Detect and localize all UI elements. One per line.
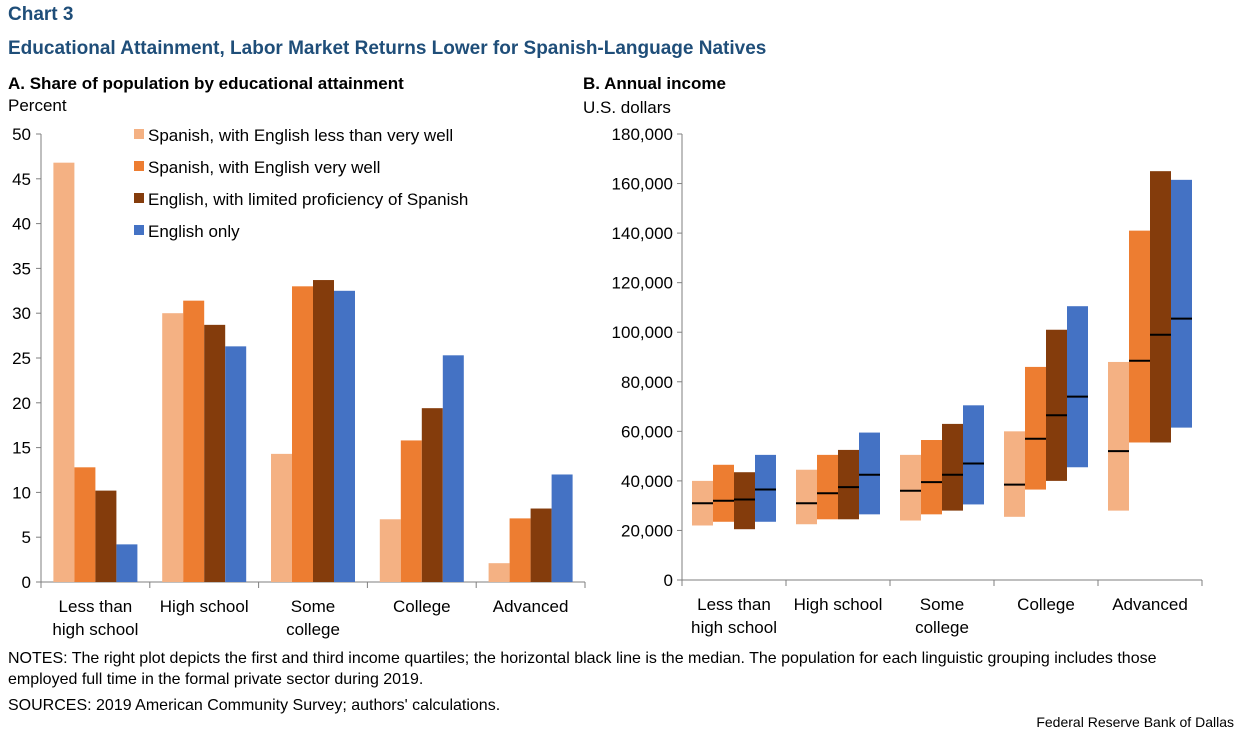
x-category-label: High school (160, 597, 249, 616)
bar (379, 519, 401, 582)
y-tick-label: 20,000 (621, 521, 673, 540)
y-tick-label: 30 (12, 304, 31, 323)
bar (488, 563, 510, 582)
x-category-label: College (1017, 595, 1075, 614)
quartile-bar (921, 440, 942, 515)
y-tick-label: 10 (12, 483, 31, 502)
legend-swatch (134, 225, 144, 235)
y-tick-label: 60,000 (621, 422, 673, 441)
bar (225, 346, 247, 582)
legend-swatch (134, 193, 144, 203)
y-tick-label: 100,000 (612, 323, 673, 342)
quartile-bar (838, 449, 859, 520)
quartile-bar (963, 405, 984, 505)
bar (509, 518, 531, 582)
quartile-bar (900, 454, 921, 521)
footer-credit: Federal Reserve Bank of Dallas (1036, 714, 1234, 730)
y-tick-label: 35 (12, 259, 31, 278)
y-tick-label: 45 (12, 170, 31, 189)
y-tick-label: 0 (664, 571, 673, 590)
y-tick-label: 40,000 (621, 472, 673, 491)
y-tick-label: 40 (12, 215, 31, 234)
bar (271, 453, 292, 582)
bar (162, 313, 184, 582)
bar (530, 508, 552, 582)
x-category-label: High school (794, 595, 883, 614)
x-category-label: college (286, 620, 340, 639)
quartile-bar (713, 464, 734, 522)
legend-label: English only (148, 222, 240, 241)
quartile-bar (1046, 329, 1067, 481)
x-category-label: Less than (697, 595, 771, 614)
y-tick-label: 50 (12, 125, 31, 144)
quartile-bar (1129, 230, 1150, 443)
y-tick-label: 140,000 (612, 224, 673, 243)
quartile-bar (796, 469, 817, 525)
panel-b-unit: U.S. dollars (583, 98, 671, 117)
bar (334, 290, 355, 582)
legend-label: Spanish, with English very well (148, 158, 380, 177)
quartile-bar (859, 432, 880, 515)
x-category-label: high school (52, 620, 138, 639)
x-category-label: Less than (59, 597, 133, 616)
panel-b-income-box-chart: 0 20,000 40,000 60,000 80,000 100,000 120,000 1… (612, 125, 1203, 637)
panel-a-title: A. Share of population by educational at… (8, 74, 404, 93)
legend-label: English, with limited proficiency of Spa… (148, 190, 468, 209)
bar (442, 355, 464, 582)
quartile-bar (734, 472, 755, 530)
y-tick-label: 5 (22, 528, 31, 547)
bar (116, 544, 138, 582)
y-tick-label: 0 (22, 573, 31, 592)
quartile-bar (942, 423, 963, 511)
panel-a-bar-chart: 0 5 10 15 20 25 30 35 40 45 50 Less than high school… (12, 125, 586, 639)
panel-a-unit: Percent (8, 96, 67, 115)
y-tick-label: 160,000 (612, 175, 673, 194)
quartile-bar (817, 454, 838, 520)
page-title: Educational Attainment, Labor Market Ret… (8, 38, 767, 59)
bar (292, 286, 313, 582)
x-category-label: Some (291, 597, 335, 616)
bar (400, 440, 422, 582)
bar (95, 490, 117, 582)
quartile-bar (1025, 366, 1046, 490)
bar (183, 300, 205, 582)
x-category-label: college (915, 618, 969, 637)
y-tick-label: 25 (12, 349, 31, 368)
x-category-label: Some (920, 595, 964, 614)
bar (53, 162, 75, 582)
quartile-bar (1004, 431, 1025, 517)
legend-label: Spanish, with English less than very wel… (148, 126, 453, 145)
quartile-bar (1108, 361, 1129, 511)
y-tick-label: 20 (12, 394, 31, 413)
y-tick-label: 80,000 (621, 373, 673, 392)
y-tick-label: 180,000 (612, 125, 673, 144)
quartile-bar (1067, 306, 1088, 468)
panel-b-title: B. Annual income (583, 74, 726, 93)
bar (313, 280, 334, 582)
notes-text: NOTES: The right plot depicts the first … (8, 650, 1157, 688)
bar (551, 474, 573, 582)
quartile-bar (1171, 179, 1192, 428)
bar (204, 324, 226, 582)
y-tick-label: 15 (12, 439, 31, 458)
bar (421, 408, 443, 582)
quartile-bar (1150, 171, 1171, 443)
x-category-label: high school (691, 618, 777, 637)
chart-label: Chart 3 (8, 4, 74, 25)
quartile-bar (755, 454, 776, 522)
legend-swatch (134, 129, 144, 139)
x-category-label: Advanced (493, 597, 569, 616)
legend-swatch (134, 161, 144, 171)
x-category-label: College (393, 597, 451, 616)
bar (74, 467, 96, 582)
y-tick-label: 120,000 (612, 274, 673, 293)
x-category-label: Advanced (1112, 595, 1188, 614)
sources-text: SOURCES: 2019 American Community Survey;… (8, 697, 501, 714)
